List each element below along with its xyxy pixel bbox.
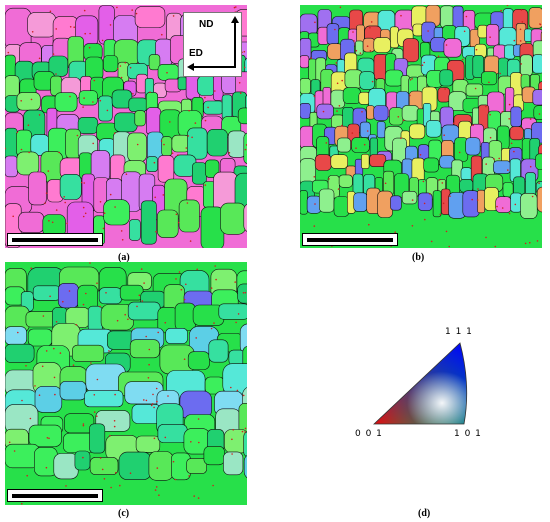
grain-map-c bbox=[5, 262, 247, 505]
ipf-label-101: 1 0 1 bbox=[454, 429, 482, 439]
ebsd-map-c: 15 um bbox=[5, 262, 247, 505]
caption-d: (d) bbox=[418, 508, 431, 519]
scale-bar-c: 15 um bbox=[7, 489, 103, 502]
ipf-triangle bbox=[372, 342, 468, 425]
nd-label: ND bbox=[199, 19, 214, 30]
caption-c: (c) bbox=[118, 508, 130, 519]
caption-b: (b) bbox=[412, 252, 425, 263]
ipf-label-111: 1 1 1 bbox=[445, 327, 473, 337]
ebsd-map-b: 15 um bbox=[300, 5, 542, 248]
scale-bar-b: 15 um bbox=[302, 233, 398, 246]
ed-label: ED bbox=[189, 48, 203, 59]
ipf-label-001: 0 0 1 bbox=[355, 429, 383, 439]
ebsd-map-a: ND ED 15 um bbox=[5, 5, 247, 248]
axis-indicator: ND ED bbox=[183, 12, 242, 77]
scale-bar-a: 15 um bbox=[7, 233, 103, 246]
grain-map-b bbox=[300, 5, 542, 248]
ipf-legend: 1 1 1 0 0 1 1 0 1 bbox=[350, 325, 500, 445]
caption-a: (a) bbox=[118, 252, 130, 263]
